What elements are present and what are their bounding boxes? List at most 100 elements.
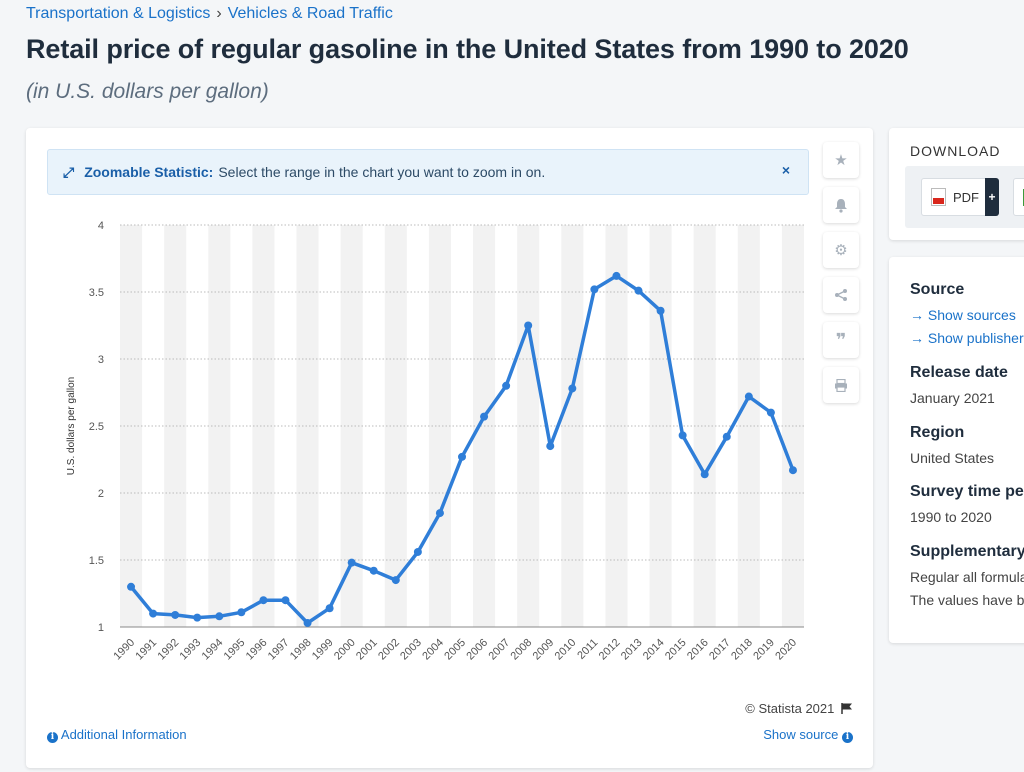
y-tick-label: 3.5 [89,287,104,299]
data-point [634,286,643,295]
survey-period-heading: Survey time period [910,483,1024,500]
star-icon: ★ [834,152,848,169]
page-subtitle: (in U.S. dollars per gallon) [26,80,269,103]
download-title: DOWNLOAD [910,143,1001,159]
pdf-download-button[interactable]: PDF + [921,178,999,216]
show-sources-link[interactable]: → Show sources [910,307,1016,323]
x-tick-label: 2011 [575,637,600,662]
x-tick-label: 2015 [663,637,689,663]
pdf-label: PDF [953,189,979,205]
x-tick-label: 1996 [244,637,270,663]
data-point [458,452,466,461]
plot-band [737,225,760,627]
show-publisher-link[interactable]: → Show publisher [910,330,1024,346]
x-tick-label: 2001 [354,637,380,663]
supplementary-notes-line-1: Regular all formulations [910,569,1024,585]
x-tick-label: 2010 [553,637,579,663]
data-point [215,612,224,621]
pdf-file-icon [931,188,946,206]
x-tick-label: 2000 [332,637,358,663]
supplementary-notes-heading: Supplementary notes [910,543,1024,560]
additional-information-label: Additional Information [60,727,187,742]
zoom-banner-label: Zoomable Statistic: [84,164,214,180]
x-tick-label: 1991 [133,637,159,663]
breadcrumb-transportation-logistics[interactable]: Transportation & Logistics [26,5,211,22]
download-options: PDF + [905,166,1024,228]
page-title: Retail price of regular gasoline in the … [26,34,909,64]
show-source-link[interactable]: Show source i [763,727,853,743]
plus-icon[interactable]: + [985,178,999,216]
data-point [193,613,202,622]
data-point [149,609,158,618]
close-icon[interactable]: × [781,162,790,178]
x-tick-label: 2002 [376,637,402,663]
x-tick-label: 1997 [266,637,292,663]
data-point [722,432,731,441]
data-point [788,466,797,475]
x-tick-label: 2020 [773,637,799,663]
x-tick-label: 2004 [420,637,446,663]
x-tick-label: 2013 [619,637,645,663]
flag-icon[interactable] [841,703,853,714]
data-point [325,604,334,613]
data-point [744,392,753,401]
x-tick-label: 2019 [751,637,777,663]
side-toolbar: ★ ⚙ ❞ [823,142,859,412]
data-point [678,431,687,440]
data-point [303,618,312,627]
data-point [546,442,555,451]
settings-button[interactable]: ⚙ [823,232,859,268]
data-point [612,271,621,280]
x-tick-label: 2018 [729,637,755,663]
data-point [127,582,136,591]
x-tick-label: 1993 [178,637,204,663]
zoom-banner: ⤢ Zoomable Statistic: Select the range i… [47,149,809,195]
y-tick-label: 2.5 [89,421,104,433]
notification-button[interactable] [823,187,859,223]
statistic-info-card: Source → Show sources → Show publisher R… [889,257,1024,643]
breadcrumb: Transportation & Logistics › Vehicles & Ro… [26,5,393,23]
info-icon: i [842,732,853,743]
additional-information-link[interactable]: i Additional Information [47,727,187,743]
x-tick-label: 1995 [222,637,248,663]
data-point [480,412,489,421]
y-tick-label: 1 [98,622,104,634]
region-heading: Region [910,424,965,441]
bell-icon [835,198,847,213]
breadcrumb-vehicles-road-traffic[interactable]: Vehicles & Road Traffic [227,5,393,22]
download-card: DOWNLOAD PDF + [889,128,1024,240]
gear-icon: ⚙ [834,242,848,259]
chart-card: ⤢ Zoomable Statistic: Select the range i… [26,128,873,768]
x-tick-label: 2008 [509,637,535,663]
cite-button[interactable]: ❞ [823,322,859,358]
supplementary-notes-line-2: The values have been [910,592,1024,608]
breadcrumb-separator: › [216,5,222,22]
x-tick-label: 2005 [442,637,468,663]
info-icon: i [47,732,58,743]
xls-download-button[interactable] [1013,178,1024,216]
x-tick-label: 2017 [707,637,733,663]
data-point [259,596,268,605]
y-tick-label: 2 [98,488,104,500]
data-point [590,285,599,294]
line-chart[interactable]: 1 1.5 2 2.5 3 3.5 4 U.S. dollars per gallon 1990… [26,128,873,698]
data-point [524,321,533,330]
x-tick-label: 2009 [531,637,557,663]
copyright: © Statista 2021 [745,701,853,716]
print-button[interactable] [823,367,859,403]
region-value: United States [910,450,995,466]
survey-period-value: 1990 to 2020 [910,509,992,525]
expand-arrows-icon: ⤢ [63,163,75,180]
x-tick-label: 1999 [310,637,336,663]
data-point [281,596,290,605]
plot-band [252,225,275,627]
favorite-button[interactable]: ★ [823,142,859,178]
data-point [656,306,665,315]
source-heading: Source [910,281,965,298]
data-point [502,381,511,390]
share-button[interactable] [823,277,859,313]
data-point [171,610,180,619]
zoom-banner-text: Select the range in the chart you want t… [218,164,546,180]
data-point [413,547,422,556]
x-tick-label: 2014 [641,637,667,663]
